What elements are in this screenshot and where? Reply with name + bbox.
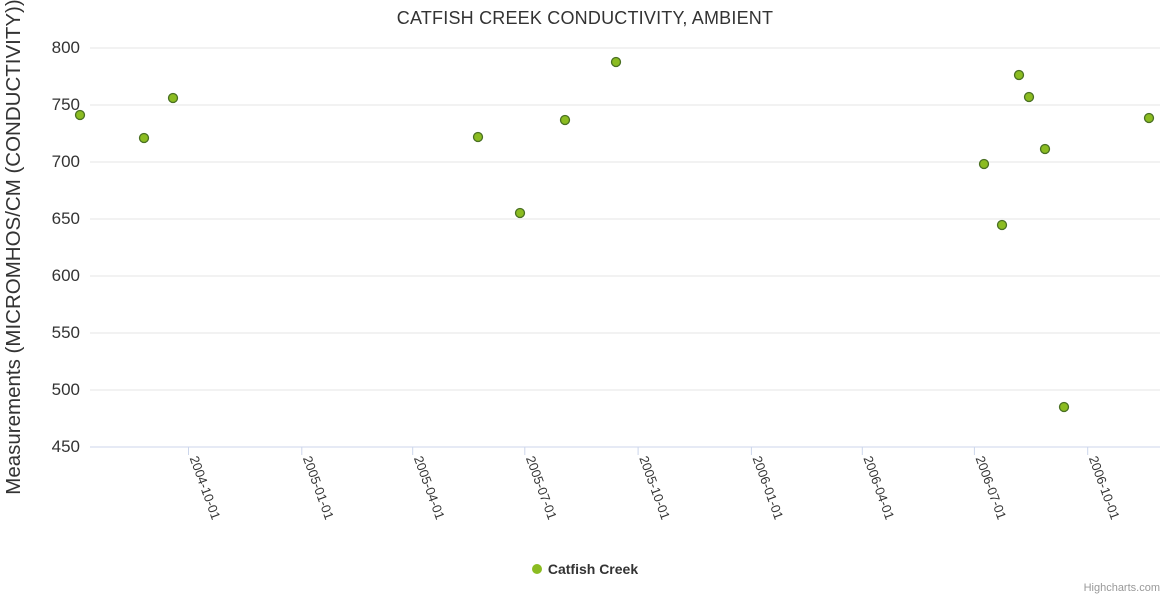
svg-text:500: 500 — [52, 380, 80, 399]
svg-text:2005-01-01: 2005-01-01 — [300, 454, 337, 522]
svg-text:2004-10-01: 2004-10-01 — [187, 454, 224, 522]
svg-text:2006-04-01: 2006-04-01 — [860, 454, 897, 522]
svg-text:700: 700 — [52, 152, 80, 171]
svg-text:2005-04-01: 2005-04-01 — [411, 454, 448, 522]
svg-text:2006-01-01: 2006-01-01 — [750, 454, 787, 522]
svg-text:2005-07-01: 2005-07-01 — [523, 454, 560, 522]
svg-text:600: 600 — [52, 266, 80, 285]
svg-text:800: 800 — [52, 38, 80, 57]
svg-text:2006-07-01: 2006-07-01 — [973, 454, 1010, 522]
svg-text:650: 650 — [52, 209, 80, 228]
svg-text:550: 550 — [52, 323, 80, 342]
svg-text:2005-10-01: 2005-10-01 — [636, 454, 673, 522]
svg-text:2006-10-01: 2006-10-01 — [1086, 454, 1123, 522]
svg-text:450: 450 — [52, 437, 80, 456]
svg-text:750: 750 — [52, 95, 80, 114]
